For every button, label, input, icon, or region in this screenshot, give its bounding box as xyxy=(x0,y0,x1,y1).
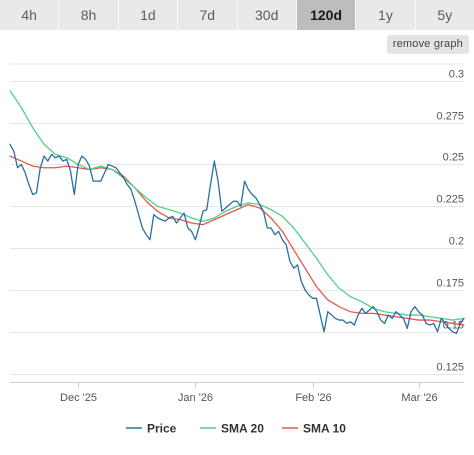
x-tick-label: Jan '26 xyxy=(178,392,213,404)
timeframe-tabs: 4h 8h 1d 7d 30d 120d 1y 5y xyxy=(0,0,474,30)
tab-30d[interactable]: 30d xyxy=(237,0,297,30)
series-line-sma-10 xyxy=(9,155,465,326)
tab-4h[interactable]: 4h xyxy=(0,0,60,30)
y-tick-label: 0.275 xyxy=(436,111,464,123)
tab-1d[interactable]: 1d xyxy=(118,0,179,30)
legend-label[interactable]: SMA 10 xyxy=(303,422,346,436)
y-tick-label: 0.175 xyxy=(436,278,464,290)
grid-lines xyxy=(10,63,464,383)
series-line-sma-20 xyxy=(9,90,465,321)
tab-1y[interactable]: 1y xyxy=(356,0,416,30)
legend-label[interactable]: Price xyxy=(147,422,177,436)
x-tick-label: Dec '25 xyxy=(60,392,97,404)
remove-graph-button[interactable]: remove graph xyxy=(386,35,469,54)
series-lines xyxy=(9,90,465,335)
tab-120d[interactable]: 120d xyxy=(296,0,357,30)
y-tick-label: 0.3 xyxy=(449,69,464,81)
y-tick-label: 0.15 xyxy=(443,320,464,332)
y-axis-ticks: 0.3 0.275 0.25 0.225 0.2 0.175 0.15 0.125 xyxy=(436,69,464,374)
y-tick-label: 0.225 xyxy=(436,194,464,206)
legend-label[interactable]: SMA 20 xyxy=(221,422,264,436)
y-tick-label: 0.2 xyxy=(449,236,464,248)
series-line-price xyxy=(9,143,465,335)
y-tick-label: 0.125 xyxy=(436,362,464,374)
y-tick-label: 0.25 xyxy=(443,152,464,164)
tab-8h[interactable]: 8h xyxy=(59,0,119,30)
tab-7d[interactable]: 7d xyxy=(178,0,238,30)
tab-5y[interactable]: 5y xyxy=(415,0,474,30)
x-tick-label: Mar '26 xyxy=(401,392,437,404)
legend: Price SMA 20 SMA 10 xyxy=(126,422,346,436)
x-tick-label: Feb '26 xyxy=(295,392,331,404)
x-axis-ticks: Dec '25 Jan '26 Feb '26 Mar '26 xyxy=(60,382,438,404)
